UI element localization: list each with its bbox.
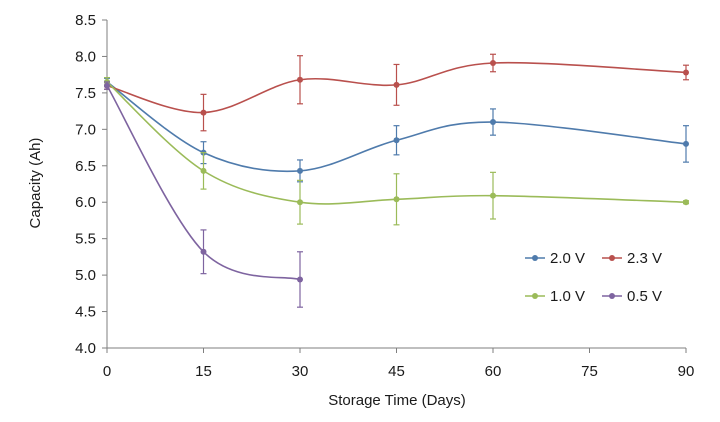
legend-item: 0.5 V	[602, 288, 662, 305]
series-line	[106, 81, 687, 173]
legend-item: 2.0 V	[525, 250, 585, 267]
data-point	[490, 60, 496, 67]
legend-swatch-marker	[609, 255, 615, 261]
legend: 2.0 V 2.3 V 1.0 V 0.5 V	[525, 250, 662, 305]
legend-label: 2.3 V	[627, 250, 662, 267]
x-tick-label: 75	[581, 363, 598, 380]
y-tick-label: 6.0	[75, 194, 96, 211]
x-tick-label: 0	[103, 363, 111, 380]
legend-label: 2.0 V	[550, 250, 585, 267]
y-tick-label: 8.5	[75, 12, 96, 29]
legend-swatch-marker	[532, 255, 538, 261]
x-tick-label: 45	[388, 363, 405, 380]
data-point	[200, 167, 207, 174]
y-tick-label: 4.0	[75, 340, 96, 357]
y-tick-label: 4.5	[75, 304, 96, 321]
data-point	[104, 82, 110, 89]
legend-swatch-marker	[532, 293, 538, 299]
data-point	[490, 119, 496, 126]
x-axis-title: Storage Time (Days)	[328, 392, 466, 409]
axes: 4.0 4.5 5.0 5.5 6.0 6.5 7.0 7.5 8.0 8.5 0 15 30 45 60 7…	[75, 12, 694, 380]
series-0-5-v	[104, 81, 303, 308]
y-tick-label: 7.5	[75, 85, 96, 102]
data-point	[683, 140, 689, 147]
series-line	[106, 81, 687, 205]
y-tick-label: 5.0	[75, 267, 96, 284]
y-tick-label: 5.5	[75, 231, 96, 248]
legend-label: 0.5 V	[627, 288, 662, 305]
data-point	[297, 167, 303, 174]
series-layer	[104, 53, 689, 308]
series-line	[106, 85, 301, 281]
data-point	[393, 137, 400, 144]
data-point	[683, 69, 689, 76]
x-tick-label: 60	[485, 363, 502, 380]
y-tick-label: 6.5	[75, 158, 96, 175]
data-point	[200, 109, 207, 116]
legend-item: 1.0 V	[525, 288, 585, 305]
series-2-3-v	[104, 53, 689, 132]
series-1-0-v	[104, 76, 689, 226]
data-point	[393, 196, 400, 203]
y-axis-title: Capacity (Ah)	[27, 138, 44, 229]
x-tick-label: 15	[195, 363, 212, 380]
legend-swatch-marker	[609, 293, 615, 299]
data-point	[393, 81, 400, 88]
data-point	[200, 248, 207, 255]
series-line	[106, 61, 687, 114]
y-tick-label: 7.0	[75, 121, 96, 138]
data-point	[297, 76, 303, 83]
legend-item: 2.3 V	[602, 250, 662, 267]
x-tick-label: 90	[678, 363, 695, 380]
data-point	[490, 192, 496, 199]
legend-label: 1.0 V	[550, 288, 585, 305]
y-tick-label: 8.0	[75, 48, 96, 65]
data-point	[297, 199, 303, 206]
data-point	[683, 199, 689, 206]
x-tick-label: 30	[292, 363, 309, 380]
data-point	[297, 276, 303, 283]
